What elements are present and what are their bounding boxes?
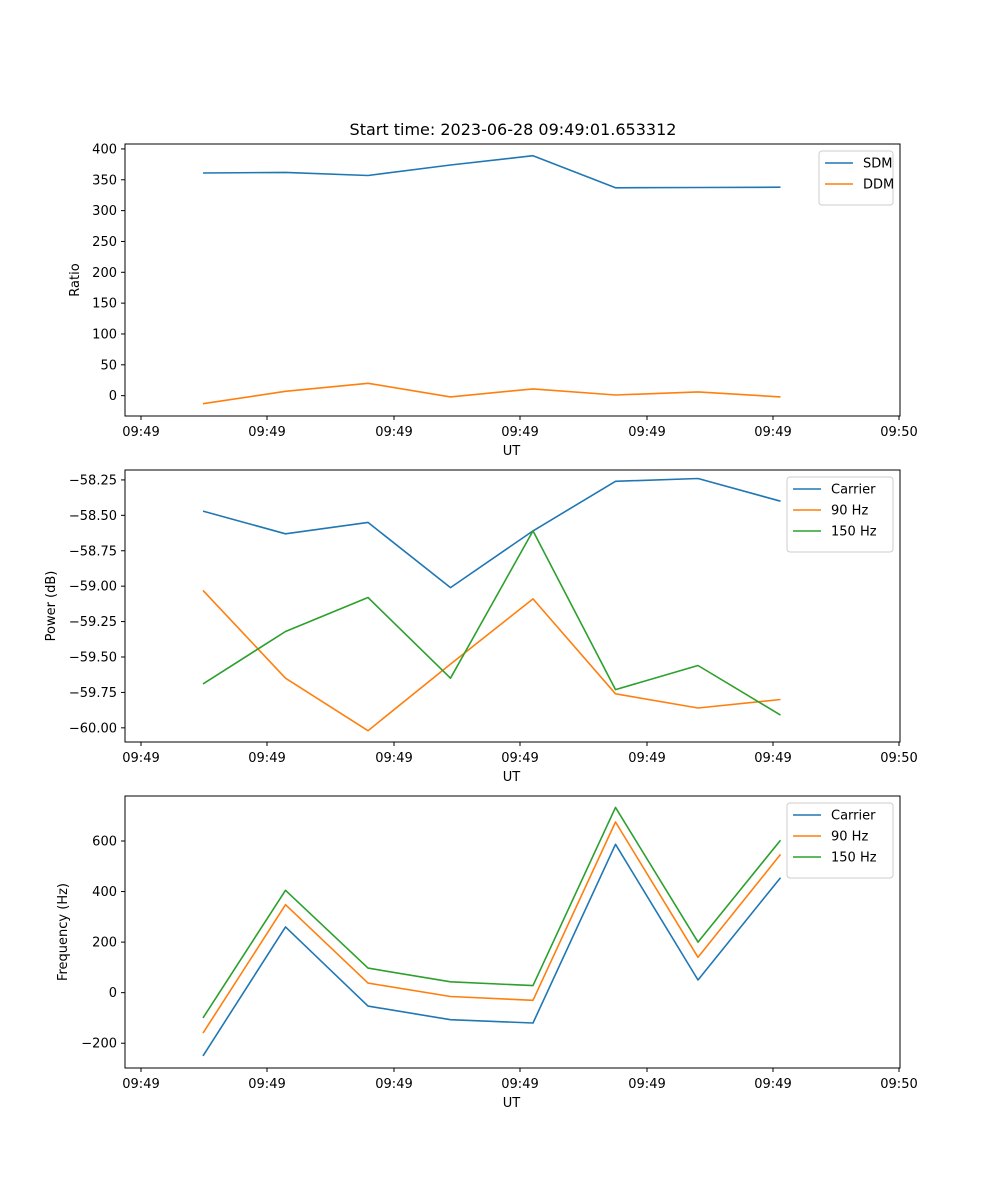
x-tick-label: 09:49 [122,1077,159,1092]
x-tick-label: 09:50 [880,751,917,766]
legend-box [786,802,894,879]
chart-panel-1: 09:4909:4909:4909:4909:4909:4909:4909:50… [68,142,918,459]
y-tick-label: 300 [92,204,117,219]
y-tick-label: −58.25 [69,473,117,488]
x-tick-label: 09:49 [754,425,791,440]
legend-label: 150 Hz [831,525,877,540]
y-tick-label: −200 [81,1037,117,1052]
x-tick-label: 09:49 [375,1077,412,1092]
series-line-carrier [202,843,782,1057]
legend-label: SDM [863,157,892,172]
y-tick-label: 600 [92,834,117,849]
series-line-ddm [202,382,781,405]
series-line-90-hz [202,821,782,1034]
series-line-sdm [202,154,781,189]
x-tick-label: 09:49 [375,425,412,440]
y-tick-label: 100 [92,327,117,342]
y-tick-label: −59.25 [69,615,117,630]
chart-panel-2: 09:4909:4909:4909:4909:4909:4909:4909:50… [44,469,918,785]
y-tick-label: −59.50 [69,651,117,666]
y-axis-label: Ratio [68,263,83,296]
x-tick-label: 09:49 [628,1077,665,1092]
figure-title: Start time: 2023-06-28 09:49:01.653312 [350,120,677,139]
y-tick-label: −58.50 [69,509,117,524]
legend-label: 90 Hz [831,504,868,519]
x-tick-label: 09:49 [248,425,285,440]
y-tick-label: 400 [92,142,117,157]
series-line-90-hz [202,589,781,732]
legend-label: 150 Hz [831,851,877,866]
y-tick-label: −60.00 [69,721,117,736]
x-tick-label: 09:49 [501,751,538,766]
y-axis-label: Frequency (Hz) [56,883,71,981]
y-tick-label: 150 [92,297,117,312]
x-tick-label: 09:49 [122,425,159,440]
y-tick-label: 350 [92,173,117,188]
series-line-150-hz [202,530,781,716]
y-tick-label: 0 [109,986,117,1001]
legend: Carrier 90 Hz 150 Hz [786,802,894,879]
axes-frame [124,795,901,1069]
chart-panel-3: 09:4909:4909:4909:4909:4909:4909:4909:50… [56,795,918,1111]
legend-label: 90 Hz [831,830,868,845]
legend-box [818,150,894,206]
x-tick-label: 09:49 [628,751,665,766]
x-tick-label: 09:49 [501,1077,538,1092]
y-tick-label: 0 [109,389,117,404]
x-tick-label: 09:49 [248,1077,285,1092]
axes-frame [124,469,901,743]
legend-label: Carrier [831,809,876,824]
x-tick-label: 09:49 [122,751,159,766]
y-tick-label: 200 [92,936,117,951]
x-axis-label: UT [503,770,521,785]
x-axis-label: UT [503,1096,521,1111]
y-tick-label: 250 [92,235,117,250]
x-tick-label: 09:49 [754,1077,791,1092]
series-line-150-hz [202,806,782,1019]
y-tick-label: 50 [100,358,117,373]
legend-label: Carrier [831,483,876,498]
legend-box [786,476,894,553]
x-tick-label: 09:49 [501,425,538,440]
panels: 09:49 09:49 09:49 09:49 09:49 09:49 09:49 09:50… [44,142,918,1111]
legend: SDM DDM [818,150,894,206]
x-tick-label: 09:50 [880,425,917,440]
y-tick-label: 400 [92,885,117,900]
x-tick-label: 09:49 [248,751,285,766]
series-line-carrier [202,477,781,589]
y-axis-label: Power (dB) [44,571,59,642]
axes-frame [124,143,901,417]
x-axis-label: UT [503,444,521,459]
y-tick-label: −59.00 [69,580,117,595]
x-tick-label: 09:49 [754,751,791,766]
y-tick-label: −58.75 [69,544,117,559]
x-tick-label: 09:49 [375,751,412,766]
y-tick-label: 200 [92,266,117,281]
x-tick-label: 09:49 [628,425,665,440]
x-tick-label: 09:50 [880,1077,917,1092]
y-tick-label: −59.75 [69,686,117,701]
legend: Carrier 90 Hz 150 Hz [786,476,894,553]
legend-label: DDM [863,178,894,193]
